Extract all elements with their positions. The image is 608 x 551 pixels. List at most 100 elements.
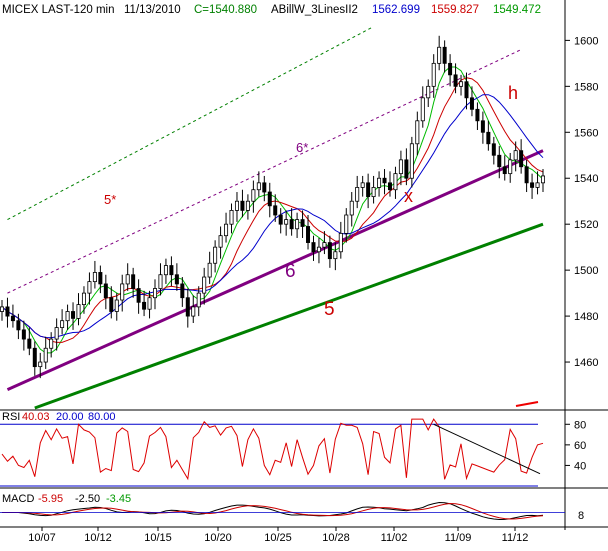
- candle-body: [502, 166, 507, 175]
- candle-body: [245, 200, 250, 211]
- candle-body: [21, 329, 26, 340]
- candle: [382, 169, 387, 195]
- candle: [316, 237, 321, 264]
- candle: [65, 304, 70, 330]
- candle: [541, 169, 546, 193]
- candle: [289, 208, 294, 236]
- candle: [218, 226, 223, 259]
- rsi-tick-label: 40: [574, 460, 586, 472]
- candle-body: [448, 62, 453, 76]
- macd-value-2: -2.50: [75, 493, 100, 505]
- candle: [306, 215, 311, 250]
- candle: [147, 290, 152, 319]
- candle-body: [322, 242, 327, 248]
- candle: [300, 210, 305, 238]
- candle: [43, 336, 48, 369]
- candle: [142, 290, 147, 317]
- candle-body: [207, 262, 212, 278]
- candle-body: [415, 120, 420, 145]
- candle: [0, 300, 4, 321]
- candle-body: [535, 182, 540, 188]
- macd-panel: [0, 501, 565, 521]
- macd-value-1: -5.95: [38, 493, 63, 505]
- candle-body: [420, 97, 425, 122]
- candle-body: [87, 281, 92, 294]
- annotation-5: 5: [324, 299, 335, 320]
- candle: [98, 265, 103, 294]
- candle: [92, 260, 97, 289]
- candle-body: [306, 226, 311, 243]
- candle: [71, 302, 76, 330]
- candle: [366, 173, 371, 209]
- candle-body: [338, 232, 343, 253]
- rsi-label: RSI: [2, 411, 20, 423]
- rsi-level-high: 80.00: [88, 411, 116, 423]
- candle: [120, 274, 125, 312]
- rsi-value: 40.03: [22, 411, 50, 423]
- candle-body: [43, 347, 48, 363]
- candle-body: [98, 272, 103, 285]
- candle-body: [442, 46, 447, 64]
- candle: [32, 341, 37, 376]
- candle: [81, 286, 86, 314]
- candle-body: [76, 304, 81, 319]
- candle-body: [284, 219, 289, 225]
- candle: [415, 111, 420, 156]
- candle-body: [202, 276, 207, 294]
- candle: [60, 309, 65, 335]
- candle: [207, 251, 212, 284]
- candle-body: [349, 200, 354, 216]
- candle: [377, 171, 382, 197]
- candle: [420, 86, 425, 128]
- annotation-5-star: 5*: [104, 192, 116, 207]
- candle: [174, 263, 179, 291]
- candle-body: [431, 62, 436, 87]
- candle-body: [273, 205, 278, 216]
- candle: [338, 221, 343, 259]
- candle-body: [65, 311, 70, 322]
- candle-body: [437, 46, 442, 64]
- candle-body: [519, 150, 524, 168]
- ma-mid-line: [1, 77, 544, 343]
- candle-body: [475, 108, 480, 122]
- x-tick-label: 11/02: [381, 532, 408, 544]
- candle-body: [163, 265, 168, 276]
- price-marker: [515, 401, 539, 407]
- candle: [491, 136, 496, 165]
- header-indicator: ABillW_3LinesII2: [271, 4, 358, 16]
- candle: [234, 192, 239, 222]
- candle: [38, 352, 43, 379]
- annotation-6-star: 6*: [296, 140, 308, 155]
- candle-body: [125, 274, 130, 285]
- candle: [251, 180, 256, 213]
- candle: [360, 175, 365, 197]
- candle: [284, 210, 289, 236]
- candle: [158, 263, 163, 296]
- header-close: C=1540.880: [194, 4, 257, 16]
- macd-value-3: -3.45: [106, 493, 131, 505]
- candle-body: [262, 182, 267, 193]
- candle: [387, 171, 392, 197]
- candle-body: [289, 219, 294, 230]
- ma-fast-line: [1, 66, 544, 354]
- candle-body: [109, 297, 114, 312]
- rsi-line: [1, 418, 544, 481]
- candle: [16, 313, 21, 340]
- candle-body: [486, 131, 491, 145]
- candle: [153, 279, 158, 310]
- candle-body: [229, 210, 234, 225]
- candle-body: [469, 97, 474, 110]
- header-value-red: 1559.827: [431, 4, 479, 16]
- candle: [49, 332, 54, 358]
- candle: [76, 293, 81, 326]
- candle-body: [360, 182, 365, 188]
- candle-body: [524, 166, 529, 184]
- candle-body: [393, 173, 398, 191]
- candle: [448, 54, 453, 87]
- rsi-tick-label: 80: [574, 419, 586, 431]
- candle: [311, 235, 316, 261]
- x-tick-label: 11/12: [502, 532, 529, 544]
- candle-body: [491, 143, 496, 156]
- trend-lines: [6, 26, 544, 410]
- candle: [131, 267, 136, 298]
